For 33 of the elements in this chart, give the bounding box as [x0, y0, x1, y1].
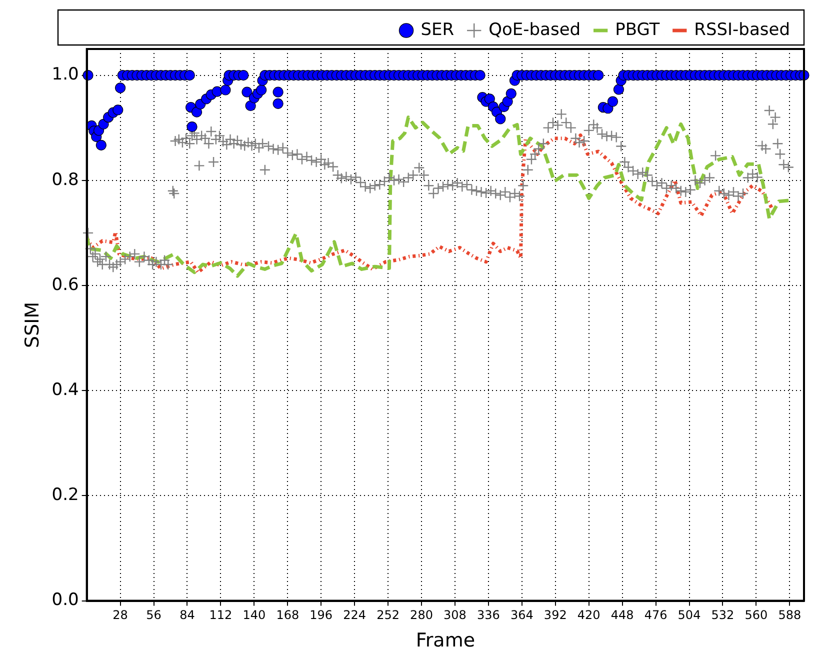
x-tick-label: 196	[310, 608, 333, 622]
y-axis-title: SSIM	[21, 302, 44, 348]
x-tick-label: 308	[444, 608, 466, 622]
x-tick-label: 168	[276, 608, 300, 622]
x-tick-label: 588	[778, 608, 802, 622]
x-tick-label: 504	[678, 608, 701, 622]
y-tick-label: 1.0	[52, 64, 79, 85]
x-tick-label: 28	[112, 608, 128, 622]
legend-label: PBGT	[615, 20, 660, 40]
x-tick-label: 252	[376, 608, 400, 622]
x-tick-label: 560	[744, 608, 768, 622]
x-tick-label: 224	[343, 608, 366, 622]
x-tick-label: 140	[242, 608, 266, 622]
x-tick-label: 112	[209, 608, 232, 622]
x-tick-label: 392	[544, 608, 567, 622]
y-tick-label: 0.6	[52, 274, 79, 295]
x-tick-label: 84	[180, 608, 195, 622]
y-tick-label: 0.8	[52, 170, 79, 190]
x-tick-label: 364	[510, 608, 534, 622]
x-tick-label: 448	[610, 608, 634, 622]
legend-label: QoE-based	[488, 20, 581, 40]
x-tick-label: 336	[476, 608, 500, 622]
x-tick-label: 532	[711, 608, 734, 622]
x-tick-label: 56	[146, 608, 162, 622]
x-tick-label: 280	[410, 608, 433, 622]
legend-label: RSSI-based	[694, 20, 790, 40]
x-tick-label: 476	[644, 608, 668, 622]
y-tick-label: 0.0	[52, 590, 79, 610]
x-tick-label: 420	[577, 608, 600, 622]
y-tick-label: 0.2	[52, 485, 79, 506]
y-tick-label: 0.4	[52, 380, 79, 400]
x-axis-title: Frame	[416, 630, 476, 652]
legend-label: SER	[420, 20, 454, 40]
